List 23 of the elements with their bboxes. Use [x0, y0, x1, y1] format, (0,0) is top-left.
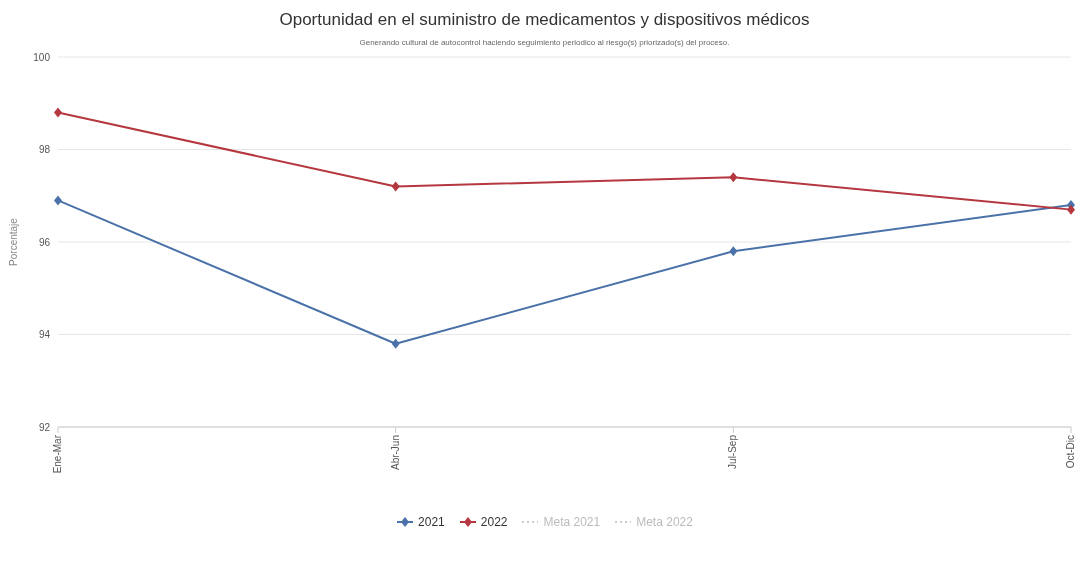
legend-label: Meta 2022	[635, 515, 693, 529]
point	[54, 195, 62, 206]
y-axis-title: Porcentaje	[7, 217, 19, 266]
x-tick-label: Ene-Mar	[52, 434, 64, 474]
point	[391, 181, 400, 192]
point	[1067, 204, 1075, 215]
chart-title: Oportunidad en el suministro de medicamentos y dispositivos médicos	[278, 10, 811, 30]
legend-label: 2021	[417, 515, 445, 529]
y-tick-label: 92	[38, 421, 51, 433]
point	[391, 338, 400, 349]
y-tick-label: 96	[38, 236, 51, 248]
point	[729, 246, 738, 257]
chart-subtitle: Generando cultural de autocontrol haciendo seguimiento periodico al riesgo(s) priorizado(s) del proceso.	[358, 38, 731, 47]
y-tick-label: 100	[33, 51, 51, 63]
legend-label: Meta 2021	[542, 515, 601, 529]
x-tick-label: Oct-Dic	[1065, 435, 1077, 469]
x-tick-label: Abr-Jun	[389, 435, 401, 471]
point	[54, 107, 62, 118]
y-tick-label: 98	[38, 144, 51, 156]
point	[729, 172, 738, 183]
x-tick-label: Jul-Sep	[727, 434, 739, 469]
legend-label: 2022	[479, 515, 508, 529]
y-tick-label: 94	[38, 329, 51, 341]
